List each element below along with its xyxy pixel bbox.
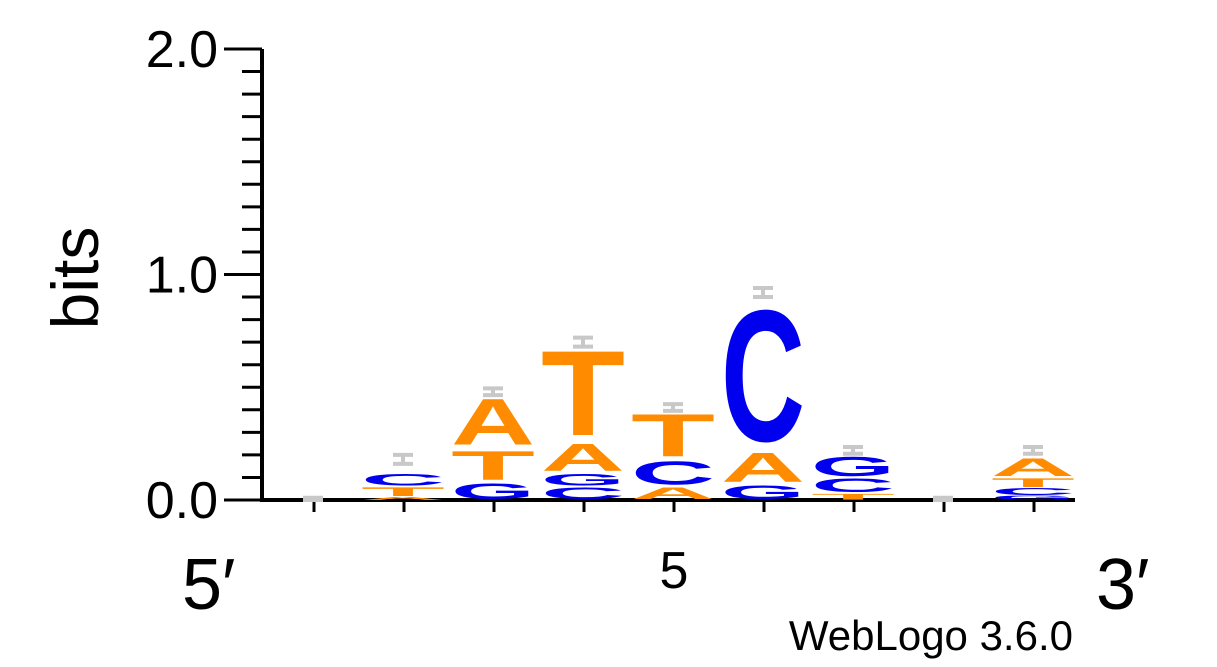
weblogo-credit: WebLogo 3.6.0	[789, 612, 1073, 659]
logo-letter-a: A	[541, 437, 625, 480]
logo-letter-g: G	[721, 482, 805, 503]
logo-letter-t: T	[451, 442, 535, 488]
logo-letter-t: T	[991, 476, 1075, 490]
x-axis: 5	[262, 498, 1075, 600]
five-prime-label: 5′	[182, 545, 236, 625]
logo-letter-a: A	[721, 445, 805, 491]
logo-letter-a: A	[631, 484, 715, 503]
logo-letter-t: T	[811, 492, 895, 501]
logo-letter-a: A	[361, 496, 445, 501]
logo-letter-g: G	[451, 479, 535, 504]
logo-letter-g: G	[991, 495, 1075, 501]
error-bars	[303, 286, 1043, 502]
logo-letter-t: T	[361, 485, 445, 499]
three-prime-label: 3′	[1096, 545, 1150, 625]
logo-letter-a: A	[991, 454, 1075, 482]
logo-letter-g: G	[811, 451, 895, 482]
logo-letter-t: T	[541, 327, 625, 462]
x-tick-label: 5	[660, 542, 689, 600]
logo-letter-c: C	[991, 486, 1075, 497]
logo-letter-c: C	[541, 484, 625, 503]
logo-letter-c: C	[721, 272, 805, 481]
y-axis: 0.0 1.0 2.0	[146, 21, 264, 530]
logo-letter-c: C	[361, 471, 445, 490]
logo-letter-g: G	[541, 471, 625, 489]
y-tick-label: 0.0	[146, 472, 218, 530]
logo-letter-c: C	[811, 475, 895, 497]
y-axis-title: bits	[38, 227, 112, 330]
y-tick-label: 1.0	[146, 247, 218, 305]
logo-letter-a: A	[451, 385, 535, 459]
y-tick-label: 2.0	[146, 21, 218, 79]
logo-letter-c: C	[631, 455, 715, 492]
